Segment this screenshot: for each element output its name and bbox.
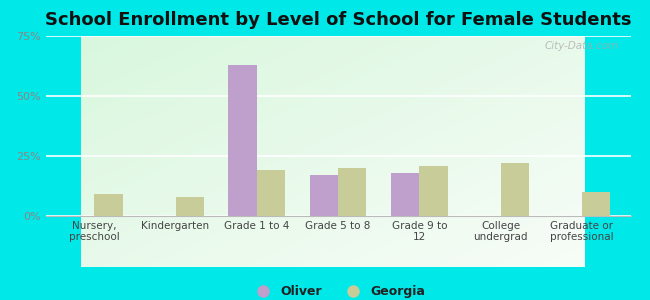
Legend: Oliver, Georgia: Oliver, Georgia <box>246 280 430 300</box>
Bar <box>228 65 257 216</box>
Title: School Enrollment by Level of School for Female Students: School Enrollment by Level of School for… <box>45 11 631 29</box>
Bar <box>338 168 367 216</box>
Bar <box>391 173 419 216</box>
Bar <box>500 163 529 216</box>
Bar <box>94 194 123 216</box>
Bar <box>582 192 610 216</box>
Bar <box>419 166 448 216</box>
Bar <box>176 197 204 216</box>
Text: City-Data.com: City-Data.com <box>545 41 619 51</box>
Bar <box>257 170 285 216</box>
Bar <box>309 175 338 216</box>
